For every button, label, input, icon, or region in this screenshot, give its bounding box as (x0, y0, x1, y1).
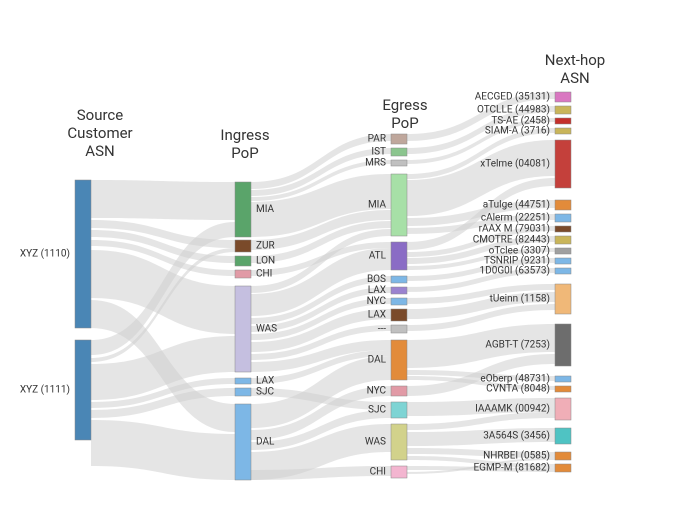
sankey-node-label: WAS (365, 437, 386, 448)
sankey-node[interactable] (555, 386, 571, 392)
sankey-node-label: LAX (256, 376, 274, 387)
sankey-node-label: SIAM-A (3716) (485, 125, 550, 137)
sankey-diagram: XYZ (1110)XYZ (1111)MIAZURLONCHIWASLAXSJ… (0, 0, 680, 509)
sankey-node-label: IAAAMK (00942) (475, 403, 550, 415)
sankey-node[interactable] (235, 182, 251, 237)
column-title: Next-hopASN (545, 51, 605, 87)
column-title: IngressPoP (220, 126, 269, 162)
sankey-node[interactable] (555, 140, 571, 188)
sankey-node-label: MRS (365, 158, 386, 169)
sankey-node[interactable] (235, 270, 251, 278)
sankey-node[interactable] (555, 428, 571, 444)
sankey-node-label: SJC (256, 387, 274, 398)
sankey-node-label: DAL (256, 437, 275, 448)
column-title: EgressPoP (382, 96, 427, 132)
sankey-node[interactable] (391, 340, 407, 380)
sankey-node[interactable] (391, 298, 407, 305)
sankey-node-label: --- (378, 324, 387, 335)
sankey-node[interactable] (391, 148, 407, 156)
sankey-node[interactable] (555, 284, 571, 314)
sankey-node-label: 3A564S (3456) (483, 430, 550, 442)
sankey-node-label: 1D0G0I (63573) (480, 265, 550, 277)
sankey-node[interactable] (555, 464, 571, 472)
sankey-node[interactable] (391, 134, 407, 144)
sankey-node-label: aTulge (44751) (483, 199, 550, 211)
sankey-node[interactable] (555, 128, 571, 134)
sankey-node-label: AGBT-T (7253) (485, 339, 550, 351)
sankey-link (91, 420, 235, 480)
sankey-node[interactable] (555, 92, 571, 102)
sankey-node[interactable] (391, 466, 407, 478)
sankey-node-label: PAR (368, 134, 386, 145)
sankey-node-label: MIA (256, 204, 275, 215)
sankey-node[interactable] (235, 286, 251, 372)
sankey-node[interactable] (235, 404, 251, 480)
sankey-node[interactable] (235, 388, 251, 396)
sankey-node-label: SJC (368, 405, 386, 416)
sankey-node-label: NHRBEI (0585) (483, 450, 550, 462)
sankey-node-label: IST (371, 147, 386, 158)
sankey-node[interactable] (555, 200, 571, 210)
sankey-node-label: CHI (256, 269, 272, 280)
sankey-node[interactable] (235, 240, 251, 252)
sankey-node[interactable] (391, 309, 407, 321)
links-layer (91, 92, 555, 480)
sankey-node-label: LAX (368, 310, 386, 321)
sankey-node-label: LAX (368, 285, 386, 296)
sankey-node-label: MIA (368, 200, 387, 211)
sankey-node[interactable] (555, 398, 571, 420)
sankey-node-label: tUeinn (1158) (490, 293, 550, 305)
sankey-node[interactable] (391, 174, 407, 236)
sankey-node-label: WAS (256, 324, 277, 335)
sankey-node-label: DAL (368, 355, 387, 366)
sankey-node[interactable] (391, 242, 407, 270)
sankey-node-label: AECGED (35131) (475, 91, 550, 103)
sankey-node[interactable] (555, 258, 571, 264)
sankey-node[interactable] (555, 452, 571, 460)
sankey-node[interactable] (555, 324, 571, 366)
sankey-node-label: ZUR (256, 241, 275, 252)
sankey-node[interactable] (391, 160, 407, 166)
sankey-node[interactable] (555, 268, 571, 274)
sankey-node-label: XYZ (1110) (20, 248, 70, 260)
sankey-node-label: xTelme (04081) (480, 158, 550, 170)
sankey-node-label: CHI (370, 467, 386, 478)
sankey-node-label: OTCLLE (44983) (477, 104, 550, 116)
sankey-node[interactable] (555, 248, 571, 254)
sankey-link (91, 180, 235, 220)
sankey-node[interactable] (555, 118, 571, 124)
sankey-node[interactable] (391, 386, 407, 396)
sankey-node-label: NYC (367, 296, 387, 307)
sankey-node-label: BOS (367, 274, 386, 285)
sankey-node-label: NYC (367, 386, 387, 397)
sankey-node[interactable] (391, 276, 407, 283)
sankey-node-label: CVNTA (8048) (486, 383, 550, 395)
sankey-node-label: EGMP-M (81682) (473, 462, 550, 474)
sankey-node[interactable] (391, 424, 407, 460)
sankey-node[interactable] (391, 325, 407, 333)
sankey-node-label: XYZ (1111) (20, 384, 70, 396)
sankey-node[interactable] (555, 236, 571, 244)
column-title: SourceCustomerASN (67, 106, 132, 160)
sankey-node[interactable] (235, 256, 251, 266)
sankey-node[interactable] (555, 376, 571, 382)
sankey-node-label: CMOTRE (82443) (473, 234, 550, 246)
sankey-node[interactable] (555, 226, 571, 232)
column-col0: XYZ (1110) XYZ (1111) (20, 180, 91, 440)
sankey-node[interactable] (235, 378, 251, 384)
sankey-node[interactable] (75, 340, 91, 440)
sankey-node-label: LON (256, 256, 275, 267)
sankey-node[interactable] (391, 402, 407, 418)
sankey-node[interactable] (391, 287, 407, 294)
sankey-node-label: cAlerm (22251) (481, 212, 550, 224)
sankey-node[interactable] (555, 214, 571, 222)
sankey-node-label: rAAX M (79031) (479, 223, 550, 235)
sankey-node[interactable] (75, 180, 91, 328)
sankey-node[interactable] (555, 106, 571, 114)
sankey-node-label: ATL (369, 251, 387, 262)
